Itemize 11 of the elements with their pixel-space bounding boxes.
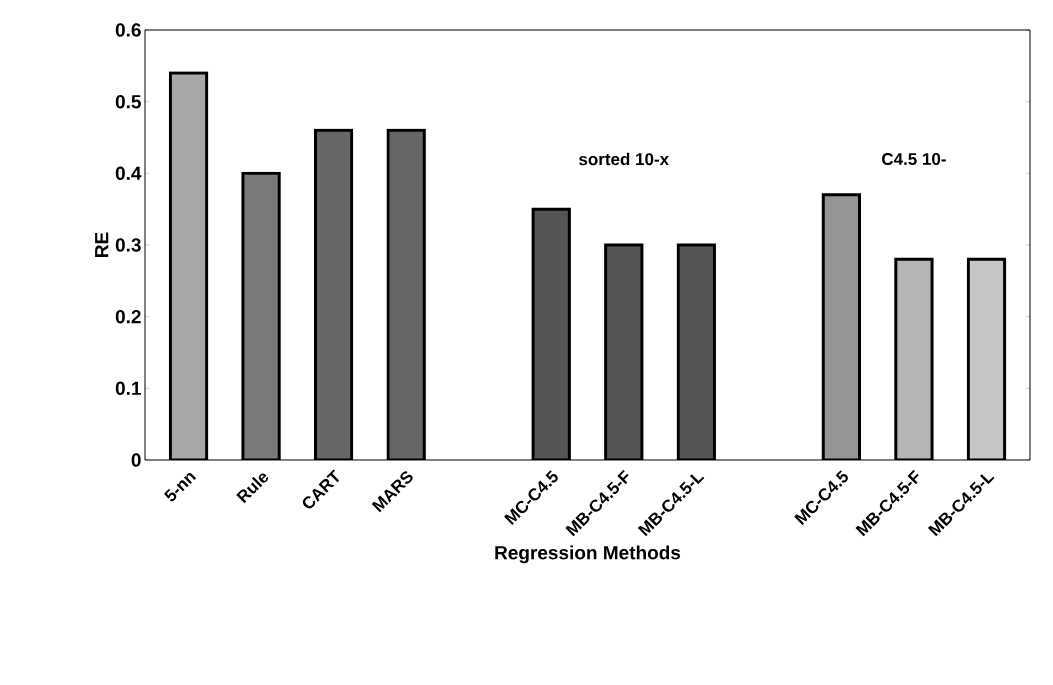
y-tick-label: 0.4 <box>115 166 142 181</box>
y-tick-label: 0.3 <box>115 238 141 252</box>
annotation: C4.5 10- <box>882 152 946 166</box>
y-tick-label: 0 <box>131 453 141 467</box>
y-tick-label: 0.1 <box>115 381 141 396</box>
y-tick-label: 0.6 <box>115 23 141 37</box>
y-axis-title: RE <box>95 232 109 257</box>
annotation: sorted 10-x <box>579 152 669 166</box>
y-tick-label: 0.2 <box>115 309 141 324</box>
y-tick-label: 0.5 <box>115 94 141 109</box>
x-axis-title: Regression Methods <box>495 545 681 564</box>
